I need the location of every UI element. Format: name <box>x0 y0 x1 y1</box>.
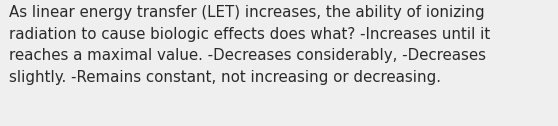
Text: As linear energy transfer (LET) increases, the ability of ionizing
radiation to : As linear energy transfer (LET) increase… <box>9 5 490 85</box>
